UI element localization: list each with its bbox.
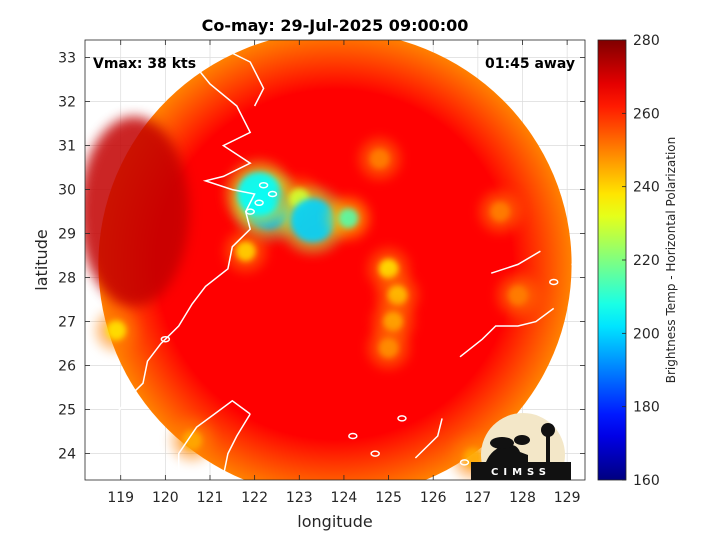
land-background <box>85 116 190 307</box>
feature-core <box>378 338 399 358</box>
coastline <box>459 307 555 358</box>
colorbar-tick-label: 220 <box>633 253 660 269</box>
colorbar-tick-label: 180 <box>633 400 660 416</box>
feature-core <box>290 198 335 243</box>
logo-banner <box>471 462 571 480</box>
feature-core <box>508 285 529 306</box>
feature-core <box>383 311 404 332</box>
feature-core <box>182 430 203 451</box>
coastline <box>222 413 251 476</box>
x-tick-label: 122 <box>241 490 268 506</box>
logo-tower-top <box>541 423 555 437</box>
colorbar-tick-label: 160 <box>633 473 660 489</box>
y-tick-label: 33 <box>58 51 76 67</box>
feature-core <box>237 172 282 216</box>
x-axis-ticks: 119 120 121 122 123 124 125 126 127 128 129 <box>107 40 581 506</box>
island <box>549 278 559 286</box>
island <box>258 181 269 189</box>
coastline <box>177 399 251 480</box>
cimss-logo: CIMSS <box>471 413 571 480</box>
y-tick-label: 25 <box>58 403 76 419</box>
chart-title: Co-may: 29-Jul-2025 09:00:00 <box>202 16 469 35</box>
island <box>348 432 358 440</box>
swath-disk <box>98 40 572 480</box>
colorbar-fill <box>597 39 627 481</box>
colorbar: 160 180 200 220 240 260 280 Brightness Temp - … <box>597 33 678 489</box>
x-tick-label: 128 <box>509 490 536 506</box>
x-tick-label: 127 <box>464 490 491 506</box>
x-tick-label: 120 <box>152 490 179 506</box>
y-tick-label: 24 <box>58 447 76 463</box>
x-tick-label: 123 <box>286 490 313 506</box>
y-tick-label: 26 <box>58 359 76 375</box>
vmax-annotation: Vmax: 38 kts <box>93 56 196 72</box>
y-tick-label: 27 <box>58 315 76 331</box>
distance-annotation: 01:45 away <box>485 56 575 72</box>
x-tick-label: 124 <box>331 490 358 506</box>
plot-frame <box>84 39 586 481</box>
plot-area <box>85 40 585 480</box>
x-axis-label: longitude <box>297 512 372 531</box>
feature-core <box>235 241 256 262</box>
colorbar-tick-label: 260 <box>633 106 660 122</box>
x-tick-label: 125 <box>375 490 402 506</box>
island <box>254 199 264 207</box>
feature-core <box>369 148 390 169</box>
x-tick-label: 121 <box>197 490 224 506</box>
logo-tower <box>546 436 550 462</box>
island <box>370 450 380 457</box>
logo-dish <box>490 437 514 449</box>
island <box>397 415 407 422</box>
logo-text: CIMSS <box>491 467 551 478</box>
feature-core <box>490 201 511 222</box>
colorbar-tick-label: 240 <box>633 180 660 196</box>
island <box>459 459 470 466</box>
x-tick-label: 129 <box>554 490 581 506</box>
x-tick-label: 119 <box>107 490 134 506</box>
colorbar-ticks: 160 180 200 220 240 260 280 <box>622 33 660 489</box>
coastline <box>414 418 443 459</box>
x-tick-label: 126 <box>420 490 447 506</box>
feature-core <box>338 208 359 229</box>
island <box>267 190 278 198</box>
feature-core <box>378 258 399 279</box>
y-axis-ticks: 24 25 26 27 28 29 30 31 32 33 <box>58 51 585 463</box>
colorbar-tick-label: 280 <box>633 33 660 49</box>
colorbar-tick-label: 200 <box>633 326 660 342</box>
colorbar-label: Brightness Temp - Horizontal Polarizatio… <box>664 137 678 384</box>
coastline <box>223 48 265 107</box>
logo-dish-2 <box>514 435 530 445</box>
island <box>571 261 581 268</box>
island <box>245 208 255 215</box>
y-tick-label: 32 <box>58 95 76 111</box>
y-tick-label: 28 <box>58 271 76 287</box>
y-tick-label: 30 <box>58 183 76 199</box>
feature-core <box>106 320 127 341</box>
coastline <box>490 250 541 274</box>
y-tick-label: 29 <box>58 227 76 243</box>
island <box>160 335 171 343</box>
y-axis-label: latitude <box>32 229 51 290</box>
swath-layer <box>85 40 572 480</box>
y-tick-label: 31 <box>58 139 76 155</box>
coastlines <box>85 40 581 480</box>
coastline <box>85 40 256 437</box>
feature-core <box>387 285 408 306</box>
